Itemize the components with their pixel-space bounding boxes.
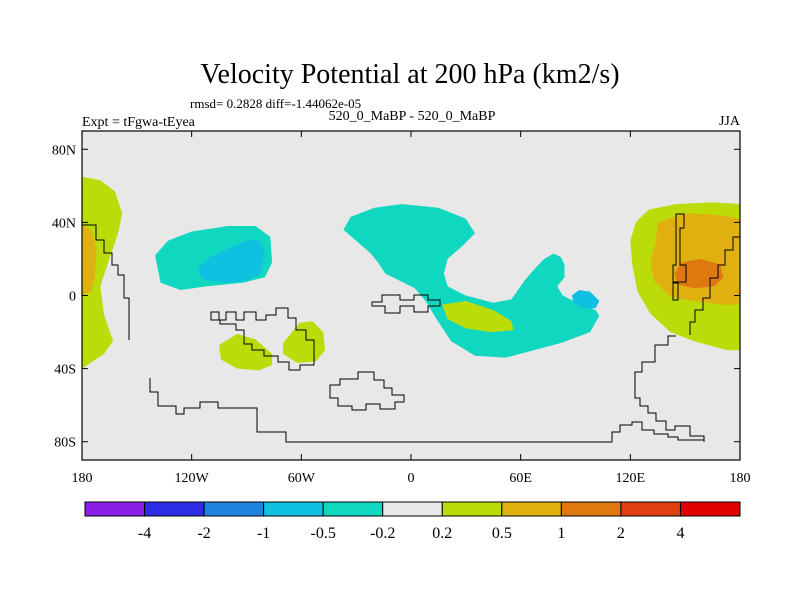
colorbar-label: -4 [138, 525, 151, 542]
y-tick-label: 80N [52, 143, 76, 158]
colorbar: -4 -2 -1 -0.5 -0.2 0.2 0.5 1 2 4 [84, 501, 741, 542]
colorbar-swatch [620, 501, 681, 517]
coastline-antarctic-islands [329, 371, 405, 411]
stats-label: rmsd= 0.2828 diff=-1.44062e-05 [190, 96, 361, 111]
y-tick-label: 80S [54, 436, 76, 451]
y-axis: 80N 40N 0 40S 80S [52, 143, 740, 451]
colorbar-swatch [501, 501, 562, 517]
region-south-america-high-b [283, 321, 326, 364]
x-tick-label: 180 [72, 471, 93, 486]
colorbar-label: -0.5 [311, 525, 336, 542]
y-tick-label: 40S [54, 363, 76, 378]
region-indian-ocean-low-core [571, 290, 600, 309]
experiment-label: Expt = tFgwa-tEyea [82, 115, 196, 130]
colorbar-swatch [382, 501, 443, 517]
x-tick-label: 120W [175, 471, 210, 486]
x-tick-label: 180 [730, 471, 751, 486]
colorbar-swatch [441, 501, 503, 517]
region-africa-high [442, 301, 514, 333]
coastline-australia [634, 335, 705, 442]
coastline-south-america [210, 307, 315, 371]
colorbar-label: 0.5 [492, 525, 512, 542]
y-tick-label: 40N [52, 216, 76, 231]
region-central-america-low-core [197, 238, 265, 283]
region-atlantic-africa-asia-low [343, 204, 600, 358]
region-south-america-high-a [219, 333, 273, 371]
coastline-antarctica [149, 378, 704, 443]
x-tick-label: 60W [288, 471, 316, 486]
colorbar-label: 0.2 [432, 525, 452, 542]
case-label: 520_0_MaBP - 520_0_MaBP [329, 109, 496, 124]
season-label: JJA [719, 114, 741, 129]
x-tick-label: 120E [616, 471, 646, 486]
colorbar-swatch [144, 501, 205, 517]
y-tick-label: 0 [69, 290, 76, 305]
colorbar-label: -1 [257, 525, 270, 542]
x-axis: 180 120W 60W 0 60E 120E 180 [72, 131, 751, 486]
x-tick-label: 0 [408, 471, 415, 486]
chart-title: Velocity Potential at 200 hPa (km2/s) [200, 59, 619, 90]
colorbar-swatch [84, 501, 146, 517]
coastline-pacific-island [672, 213, 687, 301]
colorbar-label: 4 [676, 525, 684, 542]
coastline-asia-east [689, 236, 740, 335]
colorbar-label: 1 [557, 525, 565, 542]
region-west-pacific-high-core [82, 226, 97, 296]
map-background [82, 131, 740, 460]
colorbar-swatch [679, 501, 741, 517]
x-tick-label: 60E [509, 471, 532, 486]
coastline-africa-west [371, 294, 441, 314]
colorbar-label: -2 [197, 525, 210, 542]
colorbar-swatch [322, 501, 384, 517]
colorbar-label: -0.2 [370, 525, 395, 542]
colorbar-swatch [560, 501, 622, 517]
colorbar-swatch [263, 501, 324, 517]
region-pacific-high-max [674, 258, 724, 289]
coastlines [82, 213, 740, 443]
coastline-north-america [82, 224, 130, 340]
colorbar-swatch [203, 501, 265, 517]
colorbar-label: 2 [617, 525, 625, 542]
